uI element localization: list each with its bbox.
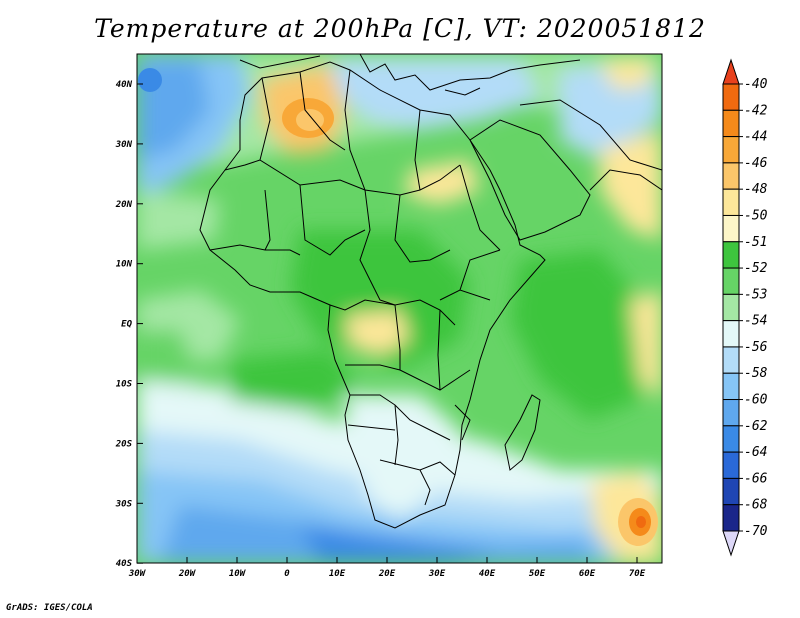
colorbar-label: -48 — [744, 182, 768, 197]
colorbar-label: -44 — [744, 130, 767, 145]
lon-tick-label: 30W — [128, 569, 147, 579]
colorbar-label: -60 — [744, 393, 768, 408]
lat-tick-label: 20S — [115, 439, 133, 449]
colorbar-swatch — [722, 214, 740, 243]
colorbar-swatch — [722, 293, 740, 322]
map-title: Temperature at 200hPa [C], VT: 202005181… — [94, 14, 706, 43]
colorbar-swatch — [722, 109, 740, 138]
colorbar-label: -56 — [744, 340, 768, 355]
lon-tick-label: 70E — [629, 569, 646, 579]
lat-tick-label: 20N — [115, 200, 133, 210]
lat-tick-label: EQ — [121, 320, 132, 330]
lat-tick-label: 30S — [115, 499, 133, 509]
colorbar-swatch — [722, 136, 740, 164]
lon-tick-label: 10E — [329, 569, 346, 579]
colorbar-label: -62 — [744, 419, 768, 434]
colorbar-label: -66 — [744, 471, 768, 486]
lon-tick-label: 60E — [579, 569, 596, 579]
temperature-field — [137, 54, 662, 563]
colorbar-swatch — [722, 267, 740, 295]
lon-tick-label: 30E — [428, 569, 446, 579]
lon-tick-label: 10W — [229, 569, 247, 579]
grads-credit: GrADS: IGES/COLA — [6, 603, 93, 613]
colorbar-swatch — [722, 425, 740, 453]
lat-tick-label: 30N — [115, 140, 133, 150]
colorbar-swatch — [722, 451, 740, 479]
colorbar-label: -64 — [744, 445, 767, 460]
map-frame — [136, 53, 663, 564]
colorbar: -40 -42 -44 -46 -48 -50 -51 -52 -53 -54 -56 -58 -60 -… — [722, 58, 768, 557]
colorbar-label: -50 — [744, 208, 768, 223]
colorbar-label: -52 — [744, 261, 768, 276]
colorbar-swatch — [722, 477, 740, 506]
colorbar-label: -40 — [744, 77, 768, 92]
latitude-ticks: 40N 30N 20N 10N EQ 10S 20S 30S 40S — [115, 80, 143, 569]
colorbar-top-arrow — [722, 58, 740, 85]
colorbar-label: -54 — [744, 314, 767, 329]
colorbar-label: -68 — [744, 498, 768, 513]
lon-tick-label: 50E — [529, 569, 546, 579]
lat-tick-label: 10N — [116, 260, 133, 270]
colorbar-swatch — [722, 504, 740, 532]
colorbar-label: -51 — [744, 235, 767, 250]
lat-tick-label: 10S — [116, 380, 133, 390]
colorbar-swatch — [722, 188, 740, 216]
lon-tick-label: 20E — [378, 569, 396, 579]
colorbar-swatch — [722, 372, 740, 401]
colorbar-swatch — [722, 241, 740, 269]
colorbar-swatch — [722, 399, 740, 427]
lon-tick-label: 0 — [284, 569, 290, 579]
lon-tick-label: 20W — [178, 569, 197, 579]
coastlines-and-borders — [199, 54, 662, 529]
colorbar-swatch — [722, 83, 740, 111]
colorbar-label: -53 — [744, 287, 767, 302]
colorbar-label: -70 — [744, 524, 768, 539]
colorbar-swatch — [722, 320, 740, 348]
longitude-ticks: 30W 20W 10W 0 10E 20E 30E 40E 50E 60E 70E — [128, 557, 646, 579]
colorbar-label: -46 — [744, 156, 768, 171]
colorbar-swatch — [722, 346, 740, 374]
colorbar-swatch — [722, 162, 740, 190]
lat-tick-label: 40N — [116, 80, 133, 90]
lon-tick-label: 40E — [479, 569, 496, 579]
colorbar-label: -58 — [744, 366, 768, 381]
lat-tick-label: 40S — [116, 559, 133, 569]
colorbar-label: -42 — [744, 103, 768, 118]
colorbar-bottom-arrow — [722, 530, 740, 557]
